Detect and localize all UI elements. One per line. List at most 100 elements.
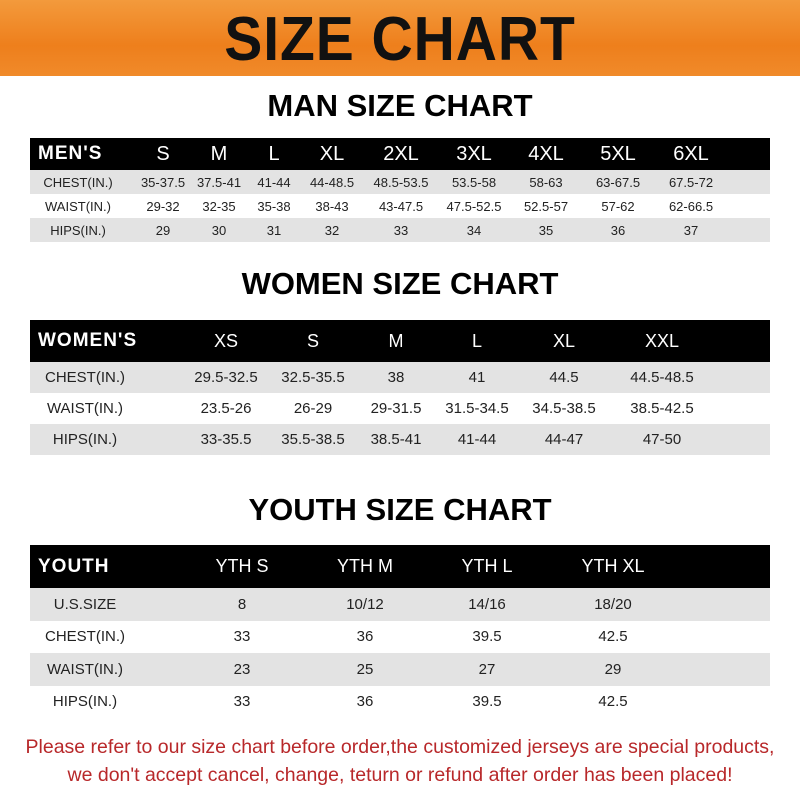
table-cell: 36 [356,693,374,711]
row-label: CHEST(IN.) [45,369,125,386]
table-cell: 14/16 [468,595,506,613]
row-label: HIPS(IN.) [52,693,118,711]
table-cell: 41-44 [457,431,497,448]
row-label: HIPS(IN.) [50,222,106,238]
size-column-header: 6XL [673,142,709,165]
row-label: WAIST(IN.) [45,198,111,214]
youth-size-table: YOUTH YTH S YTH M YTH L YTH XL U.S.SIZE 8 10/12… [30,545,770,718]
table-cell: 47.5-52.5 [446,198,502,214]
table-cell: 36 [610,222,626,238]
table-cell: 23.5-26 [200,400,252,417]
size-column-header: S [306,330,319,351]
table-cell: 44-47 [544,431,584,448]
table-header-row: MEN'S S M L XL 2XL 3XL 4XL 5XL 6XL [30,138,770,170]
table-row: WAIST(IN.) 29-32 32-35 35-38 38-43 43-47.5 47.… [30,194,770,218]
table-cell: 27 [478,660,496,678]
table-cell: 38-43 [315,198,349,214]
table-cell: 33 [233,693,251,711]
row-label: CHEST(IN.) [45,628,125,646]
table-cell: 25 [356,660,374,678]
table-row: WAIST(IN.) 23 25 27 29 [30,653,770,686]
table-cell: 35 [538,222,554,238]
table-cell: 35.5-38.5 [281,431,345,448]
table-cell: 47-50 [642,431,682,448]
header-banner: SIZE CHART [0,0,800,76]
women-chart-title: WOMEN SIZE CHART [241,266,559,301]
table-row: CHEST(IN.) 29.5-32.5 32.5-35.5 38 41 44.5 44.5… [30,362,770,393]
table-row: WAIST(IN.) 23.5-26 26-29 29-31.5 31.5-34.5 34… [30,393,770,424]
table-cell: 10/12 [346,595,384,613]
notice-line-2: we don't accept cancel, change, teturn o… [67,764,733,786]
table-cell: 23 [233,660,251,678]
table-cell: 31 [266,222,282,238]
size-column-header: M [388,330,404,351]
size-column-header: XS [213,330,238,351]
size-column-header: S [156,142,170,165]
row-label: WAIST(IN.) [46,400,124,417]
table-cell: 8 [237,595,247,613]
row-label: WAIST(IN.) [46,660,124,678]
table-cell: 41 [468,369,486,386]
table-cell: 33 [393,222,409,238]
notice-line-1: Please refer to our size chart before or… [25,736,775,758]
men-chart-title: MAN SIZE CHART [267,88,533,123]
table-cell: 35-37.5 [140,174,186,190]
table-row: CHEST(IN.) 33 36 39.5 42.5 [30,621,770,654]
table-cell: 30 [211,222,227,238]
table-row: HIPS(IN.) 29 30 31 32 33 34 35 36 37 [30,218,770,242]
table-cell: 58-63 [529,174,563,190]
row-label: U.S.SIZE [53,595,117,613]
size-column-header: YTH S [215,556,269,576]
table-cell: 44.5-48.5 [630,369,694,386]
table-cell: 33-35.5 [200,431,252,448]
table-cell: 38.5-41 [370,431,422,448]
size-column-header: XL [319,142,345,165]
table-row: CHEST(IN.) 35-37.5 37.5-41 41-44 44-48.5 48.5… [30,170,770,194]
table-cell: 32-35 [202,198,236,214]
table-cell: 37 [683,222,699,238]
table-cell: 53.5-58 [451,174,497,190]
table-cell: 34.5-38.5 [532,400,596,417]
table-header-label: WOMEN'S [38,330,138,351]
table-cell: 63-67.5 [595,174,641,190]
women-size-table: WOMEN'S XS S M L XL XXL CHEST(IN.) 29.5-32.5 32.5… [30,320,770,455]
table-cell: 18/20 [594,595,632,613]
table-cell: 39.5 [472,693,502,711]
size-column-header: XXL [644,330,680,351]
size-column-header: L [471,330,482,351]
table-cell: 32.5-35.5 [281,369,345,386]
youth-chart-title: YOUTH SIZE CHART [248,492,552,527]
table-cell: 38 [387,369,405,386]
table-header-row: WOMEN'S XS S M L XL XXL [30,320,770,362]
table-cell: 36 [356,628,374,646]
table-cell: 42.5 [598,628,628,646]
size-column-header: M [210,142,228,165]
table-cell: 52.5-57 [523,198,569,214]
size-column-header: YTH L [461,556,513,576]
table-row: HIPS(IN.) 33-35.5 35.5-38.5 38.5-41 41-44 44-… [30,424,770,455]
table-cell: 34 [466,222,482,238]
table-cell: 57-62 [601,198,635,214]
table-cell: 42.5 [598,693,628,711]
table-cell: 37.5-41 [196,174,242,190]
table-header-label: YOUTH [38,555,110,577]
row-label: CHEST(IN.) [43,174,113,190]
table-cell: 29.5-32.5 [194,369,258,386]
size-column-header: 2XL [383,142,419,165]
size-column-header: YTH M [337,556,393,576]
row-label: HIPS(IN.) [52,431,118,448]
table-cell: 29-31.5 [370,400,422,417]
table-cell: 44.5 [549,369,579,386]
page-title: SIZE CHART [224,5,576,74]
table-header-label: MEN'S [38,143,103,164]
table-cell: 43-47.5 [378,198,424,214]
size-column-header: YTH XL [581,556,645,576]
table-header-row: YOUTH YTH S YTH M YTH L YTH XL [30,545,770,588]
table-row: U.S.SIZE 8 10/12 14/16 18/20 [30,588,770,621]
table-cell: 33 [233,628,251,646]
table-cell: 62-66.5 [668,198,714,214]
table-cell: 29 [155,222,171,238]
table-cell: 48.5-53.5 [373,174,429,190]
size-column-header: 3XL [456,142,492,165]
table-cell: 67.5-72 [668,174,714,190]
